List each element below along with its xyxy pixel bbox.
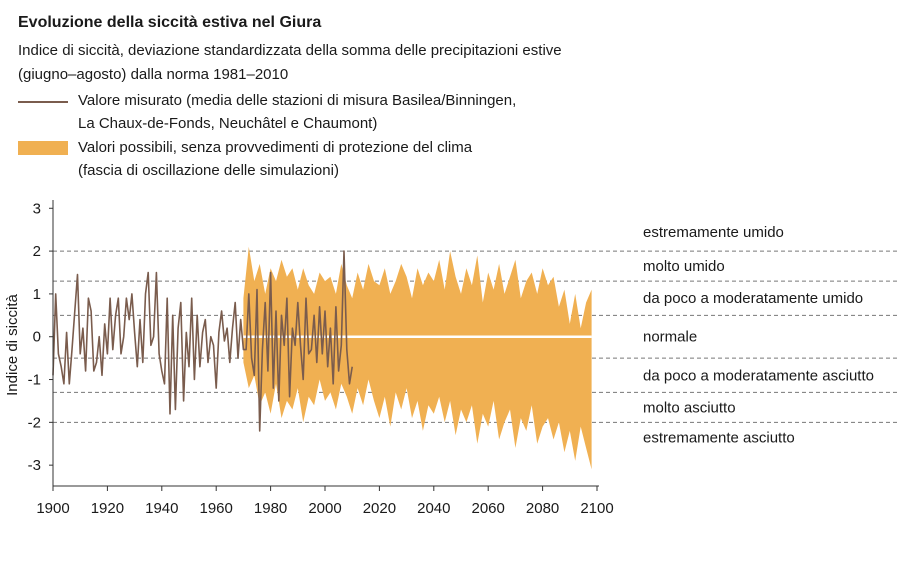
- x-tick-label: 2080: [526, 500, 559, 517]
- y-tick-label: 3: [33, 200, 41, 217]
- x-tick-label: 1900: [36, 500, 69, 517]
- legend-measured-label-1: Valore misurato (media delle stazioni di…: [78, 92, 517, 109]
- chart-subtitle-line-2: (giugno–agosto) dalla norma 1981–2010: [18, 66, 289, 83]
- y-tick-label: -2: [28, 414, 41, 431]
- category-label: estremamente umido: [643, 224, 784, 241]
- x-tick-label: 1920: [91, 500, 124, 517]
- chart-axes: -3 -2 -1 0 1 2 3 1900 1920 1940 1960 1980 2000 2020 20…: [28, 200, 614, 517]
- x-tick-label: 2100: [580, 500, 613, 517]
- y-tick-label: 1: [33, 286, 41, 303]
- x-tick-label: 2000: [308, 500, 341, 517]
- y-tick-label: -1: [28, 372, 41, 389]
- x-tick-label: 2020: [363, 500, 396, 517]
- legend-measured-label-2: La Chaux-de-Fonds, Neuchâtel e Chaumont): [78, 115, 378, 132]
- measured-series-line: [52, 250, 353, 432]
- category-label: molto umido: [643, 258, 725, 275]
- legend-range-swatch: [18, 141, 68, 155]
- y-axis-label: Indice di siccità: [4, 293, 21, 395]
- x-tick-label: 1960: [200, 500, 233, 517]
- y-tick-label: 2: [33, 243, 41, 260]
- x-tick-label: 1940: [145, 500, 178, 517]
- x-tick-label: 2040: [417, 500, 450, 517]
- chart-title: Evoluzione della siccità estiva nel Giur…: [18, 14, 322, 31]
- y-tick-label: -3: [28, 457, 41, 474]
- category-label: normale: [643, 329, 697, 346]
- simulation-range-band: [243, 246, 592, 470]
- chart-subtitle-line-1: Indice di siccità, deviazione standardiz…: [18, 42, 562, 59]
- legend-range-label-1: Valori possibili, senza provvedimenti di…: [78, 139, 473, 156]
- category-labels: estremamente umido molto umido da poco a m…: [643, 224, 874, 447]
- category-label: da poco a moderatamente umido: [643, 290, 863, 307]
- category-label: estremamente asciutto: [643, 429, 795, 446]
- legend-measured-swatch: [18, 101, 68, 103]
- y-tick-label: 0: [33, 329, 41, 346]
- x-tick-label: 1980: [254, 500, 287, 517]
- category-label: molto asciutto: [643, 399, 736, 416]
- x-tick-label: 2060: [472, 500, 505, 517]
- category-label: da poco a moderatamente asciutto: [643, 367, 874, 384]
- legend-range-label-2: (fascia di oscillazione delle simulazion…: [78, 162, 339, 179]
